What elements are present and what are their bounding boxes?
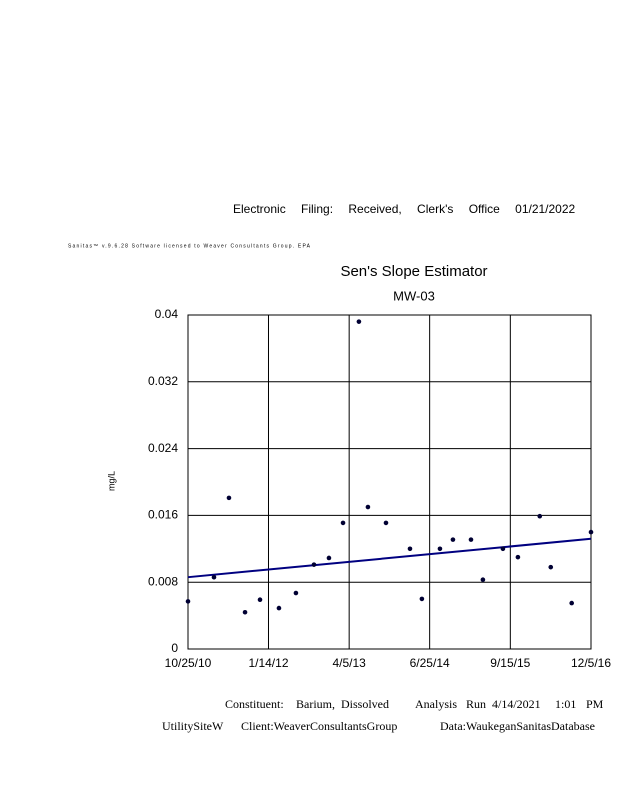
data-point <box>569 600 574 606</box>
data-point <box>276 605 282 611</box>
x-tick-label: 6/25/14 <box>410 656 450 670</box>
data-point <box>450 537 456 542</box>
chart-subtitle: MW-03 <box>393 288 435 303</box>
data-point <box>515 554 521 560</box>
footer-word: Data:WaukeganSanitasDatabase <box>440 719 595 733</box>
y-tick-label: 0.016 <box>148 508 178 522</box>
footer-word: Dissolved <box>341 697 389 711</box>
data-point <box>226 495 232 501</box>
y-tick-label: 0.032 <box>148 374 178 388</box>
plot-area <box>187 314 592 650</box>
data-point <box>257 597 263 603</box>
x-tick-label: 10/25/10 <box>165 656 212 670</box>
y-tick-label: 0 <box>171 641 178 655</box>
footer-word: UtilitySiteW <box>162 719 224 733</box>
chart-title: Sen's Slope Estimator <box>340 263 487 280</box>
data-point <box>185 599 191 604</box>
footer-word: 1:01 <box>555 697 576 711</box>
footer-word: PM <box>586 697 604 711</box>
y-tick-label: 0.024 <box>148 441 178 455</box>
x-tick-label: 4/5/13 <box>332 656 366 670</box>
x-tick-label: 12/5/16 <box>571 656 611 670</box>
data-point <box>211 574 217 580</box>
y-axis-label: mg/L <box>106 471 116 491</box>
data-point <box>437 546 443 552</box>
footer-word: 4/14/2021 <box>492 697 541 711</box>
footer-word: Barium, <box>296 697 335 711</box>
data-point <box>356 319 362 324</box>
header: Electronic Filing: Received, Clerk's Off… <box>233 202 576 216</box>
data-point <box>588 529 594 535</box>
footer-word: Client:WeaverConsultantsGroup <box>241 719 397 733</box>
license-line: Sanitas™ v.9.6.28 Software licensed to W… <box>68 243 311 249</box>
x-tick-label: 1/14/12 <box>248 656 288 670</box>
y-tick-label: 0.008 <box>148 574 178 588</box>
trend-line <box>187 537 592 579</box>
data-point <box>548 564 554 570</box>
data-point <box>407 546 413 552</box>
footer-word: Run <box>466 697 486 711</box>
data-point <box>480 577 486 582</box>
data-point <box>293 590 299 596</box>
y-tick-label: 0.04 <box>155 307 179 321</box>
footer-word: Analysis <box>415 697 457 711</box>
x-tick-label: 9/15/15 <box>490 656 530 670</box>
footer-word: Constituent: <box>225 697 284 711</box>
data-point <box>537 513 543 519</box>
data-point <box>468 537 474 542</box>
data-point <box>311 562 317 567</box>
data-point <box>383 520 389 526</box>
data-point <box>419 596 425 602</box>
data-point <box>340 520 346 526</box>
data-point <box>365 504 371 510</box>
data-point <box>242 609 248 615</box>
data-point <box>326 555 332 561</box>
data-point <box>500 546 506 552</box>
